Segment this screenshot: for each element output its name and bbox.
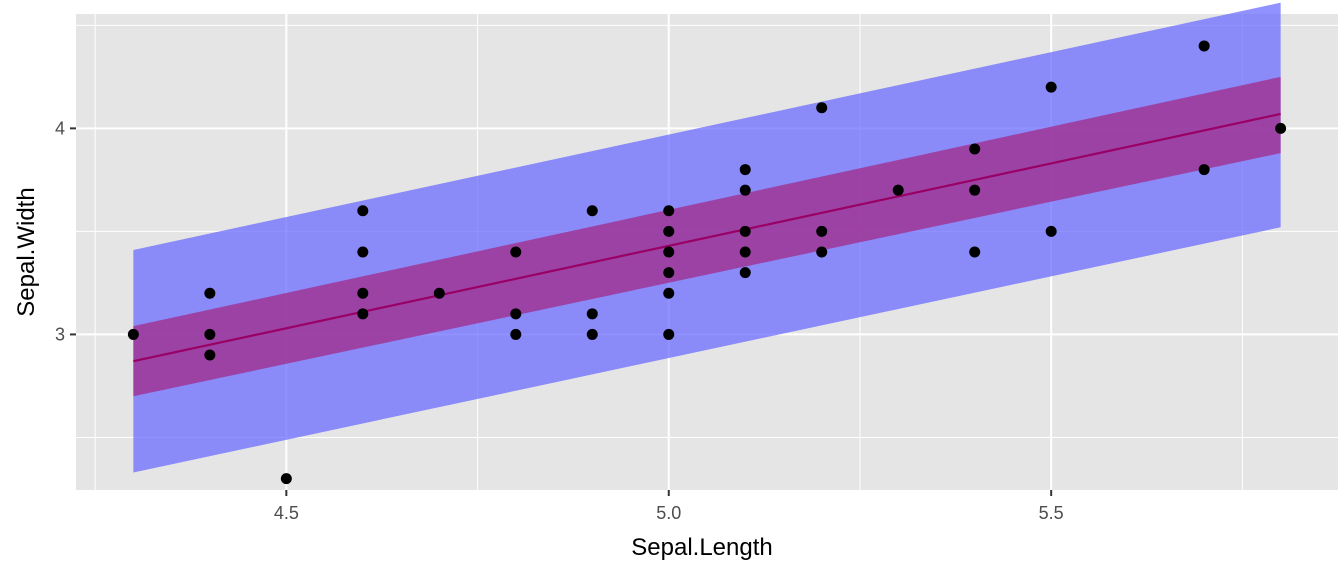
data-point <box>969 184 981 196</box>
x-axis-ticks: 4.5 5.0 5.5 <box>274 490 1064 523</box>
data-point <box>357 287 369 299</box>
data-point <box>739 225 751 237</box>
data-point <box>739 164 751 176</box>
data-point <box>586 328 598 340</box>
data-point <box>816 225 828 237</box>
y-axis-ticks: 34 <box>55 118 76 344</box>
data-point <box>663 267 675 279</box>
data-point <box>1198 164 1210 176</box>
data-point <box>280 473 292 485</box>
data-point <box>586 308 598 320</box>
data-point <box>357 308 369 320</box>
data-point <box>204 287 216 299</box>
data-point <box>204 328 216 340</box>
x-axis-title: Sepal.Length <box>631 534 772 561</box>
data-points <box>127 40 1287 485</box>
data-point <box>357 205 369 217</box>
data-point <box>510 308 522 320</box>
data-point <box>127 328 139 340</box>
data-point <box>816 102 828 114</box>
data-point <box>969 143 981 155</box>
y-tick-label: 3 <box>55 324 65 344</box>
data-point <box>1275 122 1287 134</box>
x-tick-label: 4.5 <box>274 503 299 523</box>
data-point <box>433 287 445 299</box>
x-tick-label: 5.5 <box>1039 503 1064 523</box>
y-axis-title: Sepal.Width <box>13 187 40 316</box>
x-tick-label: 5.0 <box>656 503 681 523</box>
data-point <box>892 184 904 196</box>
data-point <box>969 246 981 258</box>
data-point <box>663 287 675 299</box>
regression-line <box>133 112 1281 363</box>
data-point <box>204 349 216 361</box>
data-point <box>510 246 522 258</box>
data-point <box>1045 81 1057 93</box>
data-point <box>357 246 369 258</box>
data-point <box>586 205 598 217</box>
data-point <box>510 328 522 340</box>
data-point <box>816 246 828 258</box>
data-point <box>663 328 675 340</box>
data-point <box>663 205 675 217</box>
data-point <box>1045 225 1057 237</box>
data-point <box>663 246 675 258</box>
data-point <box>739 184 751 196</box>
y-tick-label: 4 <box>55 118 65 138</box>
data-point <box>663 225 675 237</box>
data-point <box>739 246 751 258</box>
data-point <box>1198 40 1210 52</box>
data-point <box>739 267 751 279</box>
